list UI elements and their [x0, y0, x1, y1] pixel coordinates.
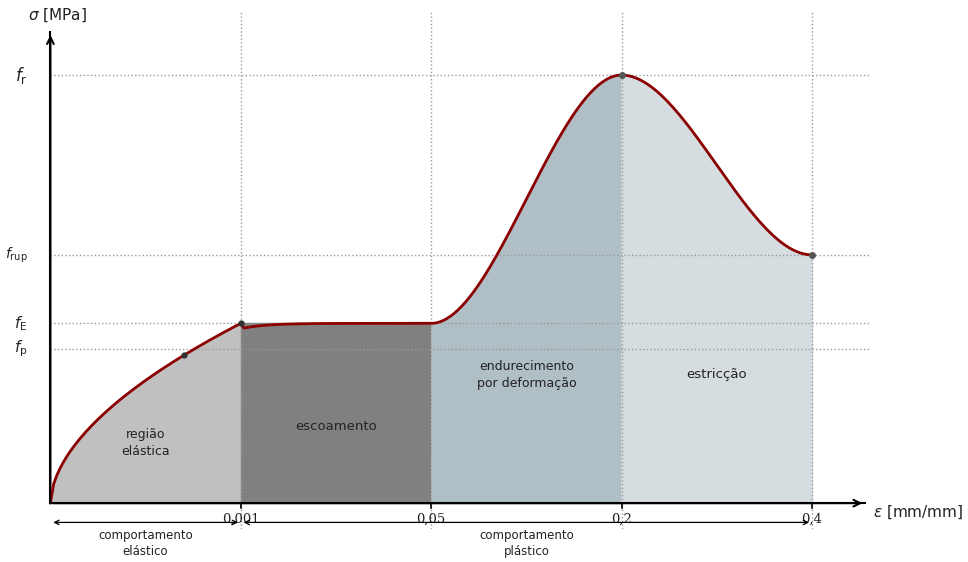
Text: estricção: estricção	[686, 368, 747, 381]
Text: $\varepsilon$ [mm/mm]: $\varepsilon$ [mm/mm]	[873, 504, 963, 522]
Text: $f_{\rm r}$: $f_{\rm r}$	[15, 65, 27, 85]
Text: endurecimento
por deformação: endurecimento por deformação	[476, 360, 576, 389]
Text: comportamento
plástico: comportamento plástico	[479, 529, 574, 558]
Text: 0,4: 0,4	[802, 513, 823, 525]
Text: região
elástica: região elástica	[121, 428, 170, 458]
Text: escoamento: escoamento	[295, 420, 377, 433]
Text: $f_{\rm p}$: $f_{\rm p}$	[14, 339, 27, 359]
Text: comportamento
elástico: comportamento elástico	[98, 529, 193, 558]
Text: $f_{\rm rup}$: $f_{\rm rup}$	[5, 245, 27, 265]
Text: 0,001: 0,001	[222, 513, 259, 525]
Text: 0,05: 0,05	[416, 513, 446, 525]
Text: $f_{\rm E}$: $f_{\rm E}$	[15, 314, 27, 333]
Text: 0,2: 0,2	[611, 513, 632, 525]
Text: $\sigma$ [MPa]: $\sigma$ [MPa]	[27, 6, 86, 24]
